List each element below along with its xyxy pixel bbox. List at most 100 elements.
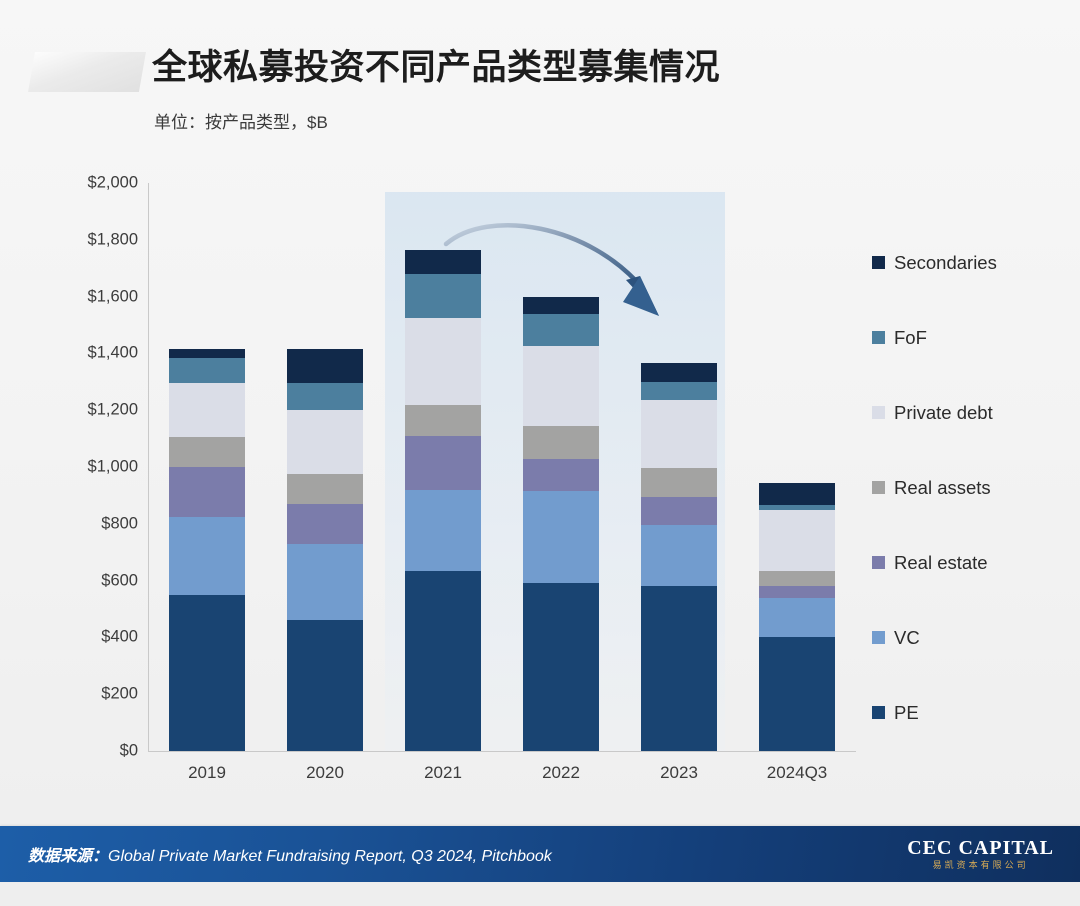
- bar-segment-2023-real-assets: [641, 468, 717, 497]
- x-axis-tick-2022: 2022: [542, 763, 580, 782]
- y-axis-tick-labels: $0 $200 $400 $600 $800 $1,000 $1,200 $1,400 $1,6…: [0, 0, 138, 906]
- legend-label: Secondaries: [894, 251, 997, 273]
- bar-segment-2022-vc: [523, 491, 599, 584]
- logo-chinese-name: 易凯资本有限公司: [932, 860, 1029, 870]
- bar-segment-2024Q3-pe: [759, 637, 835, 751]
- legend-label: VC: [894, 626, 920, 648]
- bar-segment-2022-secondaries: [523, 296, 599, 314]
- stacked-bar-2019[interactable]: [169, 349, 245, 751]
- y-axis-tick-800: $800: [101, 514, 138, 533]
- bar-segment-2020-secondaries: [287, 349, 363, 384]
- y-axis-tick-1200: $1,200: [87, 400, 138, 419]
- y-axis-tick-400: $400: [101, 627, 138, 646]
- bar-segment-2020-real-assets: [287, 474, 363, 504]
- y-axis-tick-200: $200: [101, 684, 138, 703]
- x-axis-tick-2020: 2020: [306, 763, 344, 782]
- bar-segment-2021-vc: [405, 489, 481, 571]
- bar-segment-2022-real-assets: [523, 425, 599, 459]
- stacked-bar-2021[interactable]: [405, 249, 481, 751]
- page-subtitle: 单位：按产品类型，$B: [154, 113, 328, 132]
- x-axis-line: [148, 751, 856, 752]
- legend-swatch-icon: [872, 481, 885, 494]
- x-axis-tick-2021: 2021: [424, 763, 462, 782]
- bar-segment-2019-private-debt: [169, 383, 245, 438]
- bar-segment-2019-real-assets: [169, 437, 245, 468]
- bar-segment-2023-vc: [641, 525, 717, 587]
- bar-segment-2023-real-estate: [641, 496, 717, 526]
- bar-segment-2019-vc: [169, 516, 245, 595]
- bar-slot-2024Q3: [738, 183, 856, 751]
- bar-segment-2023-private-debt: [641, 400, 717, 469]
- bar-slot-2019: [148, 183, 266, 751]
- bar-segment-2024Q3-fof: [759, 505, 835, 510]
- legend-item-secondaries[interactable]: Secondaries: [872, 250, 1072, 275]
- x-axis-tick-2023: 2023: [660, 763, 698, 782]
- bar-segment-2020-fof: [287, 383, 363, 411]
- legend-swatch-icon: [872, 631, 885, 644]
- legend-label: Private debt: [894, 401, 993, 423]
- legend-item-real-estate[interactable]: Real estate: [872, 550, 1072, 575]
- y-axis-tick-1800: $1,800: [87, 230, 138, 249]
- legend-swatch-icon: [872, 331, 885, 344]
- legend-swatch-icon: [872, 556, 885, 569]
- y-axis-tick-1000: $1,000: [87, 457, 138, 476]
- x-axis-tick-2019: 2019: [188, 763, 226, 782]
- y-axis-tick-0: $0: [119, 741, 138, 760]
- source-label: 数据来源：: [28, 848, 109, 865]
- source-note: 数据来源：Global Private Market Fundraising R…: [28, 842, 552, 866]
- y-axis-line: [148, 183, 149, 752]
- bar-segment-2023-fof: [641, 381, 717, 401]
- bar-segment-2021-real-estate: [405, 435, 481, 490]
- stacked-bar-2024Q3[interactable]: [759, 482, 835, 751]
- bar-segment-2023-pe: [641, 586, 717, 751]
- page-title: 全球私募投资不同产品类型募集情况: [152, 48, 721, 87]
- legend-swatch-icon: [872, 406, 885, 419]
- bar-segment-2019-secondaries: [169, 349, 245, 358]
- logo-wordmark: CEC CAPITAL: [907, 837, 1054, 859]
- legend-swatch-icon: [872, 706, 885, 719]
- trend-down-arrow-icon: [443, 223, 659, 316]
- bar-segment-2019-fof: [169, 357, 245, 384]
- bar-slot-2022: [502, 183, 620, 751]
- bar-slot-2020: [266, 183, 384, 751]
- bar-segment-2023-secondaries: [641, 363, 717, 382]
- stacked-bar-2020[interactable]: [287, 349, 363, 751]
- x-axis-tick-2024Q3: 2024Q3: [766, 763, 828, 782]
- bar-segment-2022-private-debt: [523, 346, 599, 426]
- bar-slot-2023: [620, 183, 738, 751]
- bar-segment-2020-private-debt: [287, 410, 363, 475]
- legend-item-private-debt[interactable]: Private debt: [872, 400, 1072, 425]
- chart-legend: Secondaries FoF Private debt Real assets Rea…: [872, 250, 1072, 775]
- bar-segment-2020-vc: [287, 543, 363, 621]
- legend-item-pe[interactable]: PE: [872, 700, 1072, 725]
- bar-segment-2024Q3-private-debt: [759, 509, 835, 571]
- legend-label: Real estate: [894, 551, 988, 573]
- legend-item-real-assets[interactable]: Real assets: [872, 475, 1072, 500]
- bar-segment-2020-real-estate: [287, 503, 363, 544]
- bar-segment-2024Q3-real-estate: [759, 586, 835, 598]
- bar-series-container: [148, 183, 856, 751]
- bar-segment-2020-pe: [287, 620, 363, 751]
- y-axis-tick-1400: $1,400: [87, 343, 138, 362]
- bar-segment-2022-fof: [523, 313, 599, 347]
- stacked-bar-2023[interactable]: [641, 363, 717, 751]
- bar-segment-2021-pe: [405, 570, 481, 751]
- cec-capital-logo: CEC CAPITAL 易凯资本有限公司: [907, 838, 1054, 870]
- legend-swatch-icon: [872, 256, 885, 269]
- legend-label: FoF: [894, 326, 927, 348]
- bar-segment-2019-real-estate: [169, 467, 245, 517]
- y-axis-tick-2000: $2,000: [87, 173, 138, 192]
- legend-item-fof[interactable]: FoF: [872, 325, 1072, 350]
- bar-segment-2022-real-estate: [523, 458, 599, 492]
- legend-label: Real assets: [894, 476, 991, 498]
- bar-segment-2024Q3-secondaries: [759, 482, 835, 506]
- y-axis-tick-600: $600: [101, 571, 138, 590]
- bar-segment-2024Q3-real-assets: [759, 570, 835, 587]
- y-axis-tick-1600: $1,600: [87, 287, 138, 306]
- stacked-bar-2022[interactable]: [523, 296, 599, 751]
- legend-label: PE: [894, 701, 919, 723]
- bar-segment-2021-secondaries: [405, 249, 481, 274]
- bar-segment-2021-private-debt: [405, 317, 481, 405]
- legend-item-vc[interactable]: VC: [872, 625, 1072, 650]
